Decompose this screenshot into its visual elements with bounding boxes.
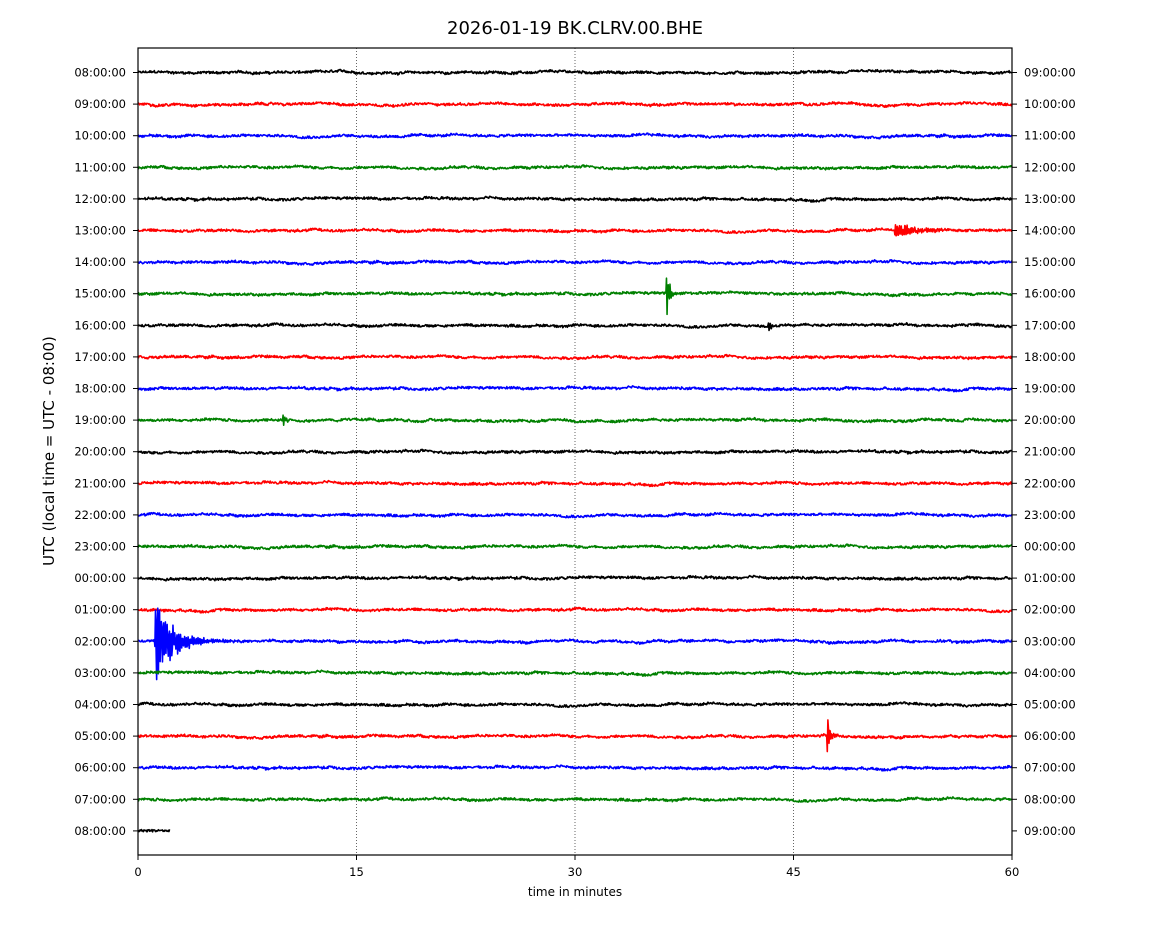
x-axis-label: time in minutes [528,885,622,899]
y-tick-label-left: 08:00:00 [74,66,126,80]
y-tick-label-left: 06:00:00 [74,761,126,775]
seismic-trace [137,448,1013,456]
x-tick-label: 60 [1005,865,1020,879]
y-tick-label-left: 07:00:00 [74,792,126,806]
seismic-trace [137,543,1013,551]
y-tick-label-left: 01:00:00 [74,603,126,617]
seismic-trace [137,259,1013,266]
y-tick-label-right: 05:00:00 [1024,698,1076,712]
y-tick-label-right: 00:00:00 [1024,540,1076,554]
x-tick-label: 15 [349,865,364,879]
x-tick-label: 0 [134,865,141,879]
y-tick-label-right: 15:00:00 [1024,255,1076,269]
seismic-trace [137,385,1013,393]
seismic-trace [137,607,1013,681]
seismic-trace [137,277,1013,316]
seismic-trace [137,132,1013,140]
y-tick-label-left: 21:00:00 [74,476,126,490]
y-tick-label-right: 18:00:00 [1024,350,1076,364]
y-tick-label-right: 09:00:00 [1024,66,1076,80]
grid-lines [356,48,794,855]
y-tick-label-right: 22:00:00 [1024,476,1076,490]
chart-title: 2026-01-19 BK.CLRV.00.BHE [447,18,703,39]
seismic-trace [137,479,1013,488]
y-tick-label-left: 04:00:00 [74,698,126,712]
seismic-trace [137,68,1013,76]
y-tick-label-left: 15:00:00 [74,287,126,301]
y-tick-label-right: 08:00:00 [1024,792,1076,806]
seismic-trace [137,701,1013,709]
y-tick-label-right: 12:00:00 [1024,160,1076,174]
y-tick-label-left: 14:00:00 [74,255,126,269]
y-tick-label-right: 17:00:00 [1024,318,1076,332]
y-tick-label-left: 17:00:00 [74,350,126,364]
y-tick-label-right: 01:00:00 [1024,571,1076,585]
seismic-trace [137,322,1013,332]
y-tick-label-left: 03:00:00 [74,666,126,680]
y-tick-label-left: 12:00:00 [74,192,126,206]
y-tick-label-left: 11:00:00 [74,160,126,174]
seismic-trace [137,719,1013,753]
y-tick-label-right: 23:00:00 [1024,508,1076,522]
y-tick-label-left: 08:00:00 [74,824,126,838]
seismic-trace [137,606,1013,614]
y-tick-label-left: 20:00:00 [74,445,126,459]
x-tick-label: 30 [568,865,583,879]
y-tick-label-left: 00:00:00 [74,571,126,585]
seismic-trace [137,195,1013,203]
x-tick-label: 45 [786,865,801,879]
y-tick-label-left: 13:00:00 [74,224,126,238]
y-tick-label-left: 02:00:00 [74,634,126,648]
y-tick-label-right: 14:00:00 [1024,224,1076,238]
y-tick-label-right: 13:00:00 [1024,192,1076,206]
y-tick-label-right: 03:00:00 [1024,634,1076,648]
y-tick-label-right: 06:00:00 [1024,729,1076,743]
y-tick-label-right: 16:00:00 [1024,287,1076,301]
y-tick-label-right: 20:00:00 [1024,413,1076,427]
seismic-trace [137,101,1013,108]
y-tick-label-left: 18:00:00 [74,382,126,396]
y-tick-label-left: 09:00:00 [74,97,126,111]
traces [137,68,1013,833]
y-tick-label-right: 21:00:00 [1024,445,1076,459]
y-tick-label-left: 23:00:00 [74,540,126,554]
y-tick-label-left: 05:00:00 [74,729,126,743]
x-axis-ticks: 0 15 30 45 60 [134,855,1019,879]
y-tick-label-left: 22:00:00 [74,508,126,522]
y-tick-label-left: 16:00:00 [74,318,126,332]
seismic-trace [137,353,1013,361]
seismic-trace [137,574,1013,582]
y-tick-label-right: 04:00:00 [1024,666,1076,680]
seismic-trace [137,828,171,833]
seismic-trace [137,414,1013,426]
y-tick-label-right: 09:00:00 [1024,824,1076,838]
y-tick-label-left: 10:00:00 [74,129,126,143]
seismic-trace [137,764,1013,772]
y-tick-label-right: 10:00:00 [1024,97,1076,111]
seismic-trace [137,796,1013,803]
seismic-trace [137,511,1013,519]
seismic-trace [137,164,1013,171]
seismic-trace [137,224,1013,237]
y-axis-label: UTC (local time = UTC - 08:00) [40,336,58,566]
y-tick-label-right: 19:00:00 [1024,382,1076,396]
y-tick-label-right: 11:00:00 [1024,129,1076,143]
y-tick-label-right: 07:00:00 [1024,761,1076,775]
y-tick-label-right: 02:00:00 [1024,603,1076,617]
y-axis-ticks: 08:00:00 09:00:00 09:00:00 10:00:00 10:00:00… [74,66,1075,838]
seismic-trace [137,669,1013,677]
y-tick-label-left: 19:00:00 [74,413,126,427]
